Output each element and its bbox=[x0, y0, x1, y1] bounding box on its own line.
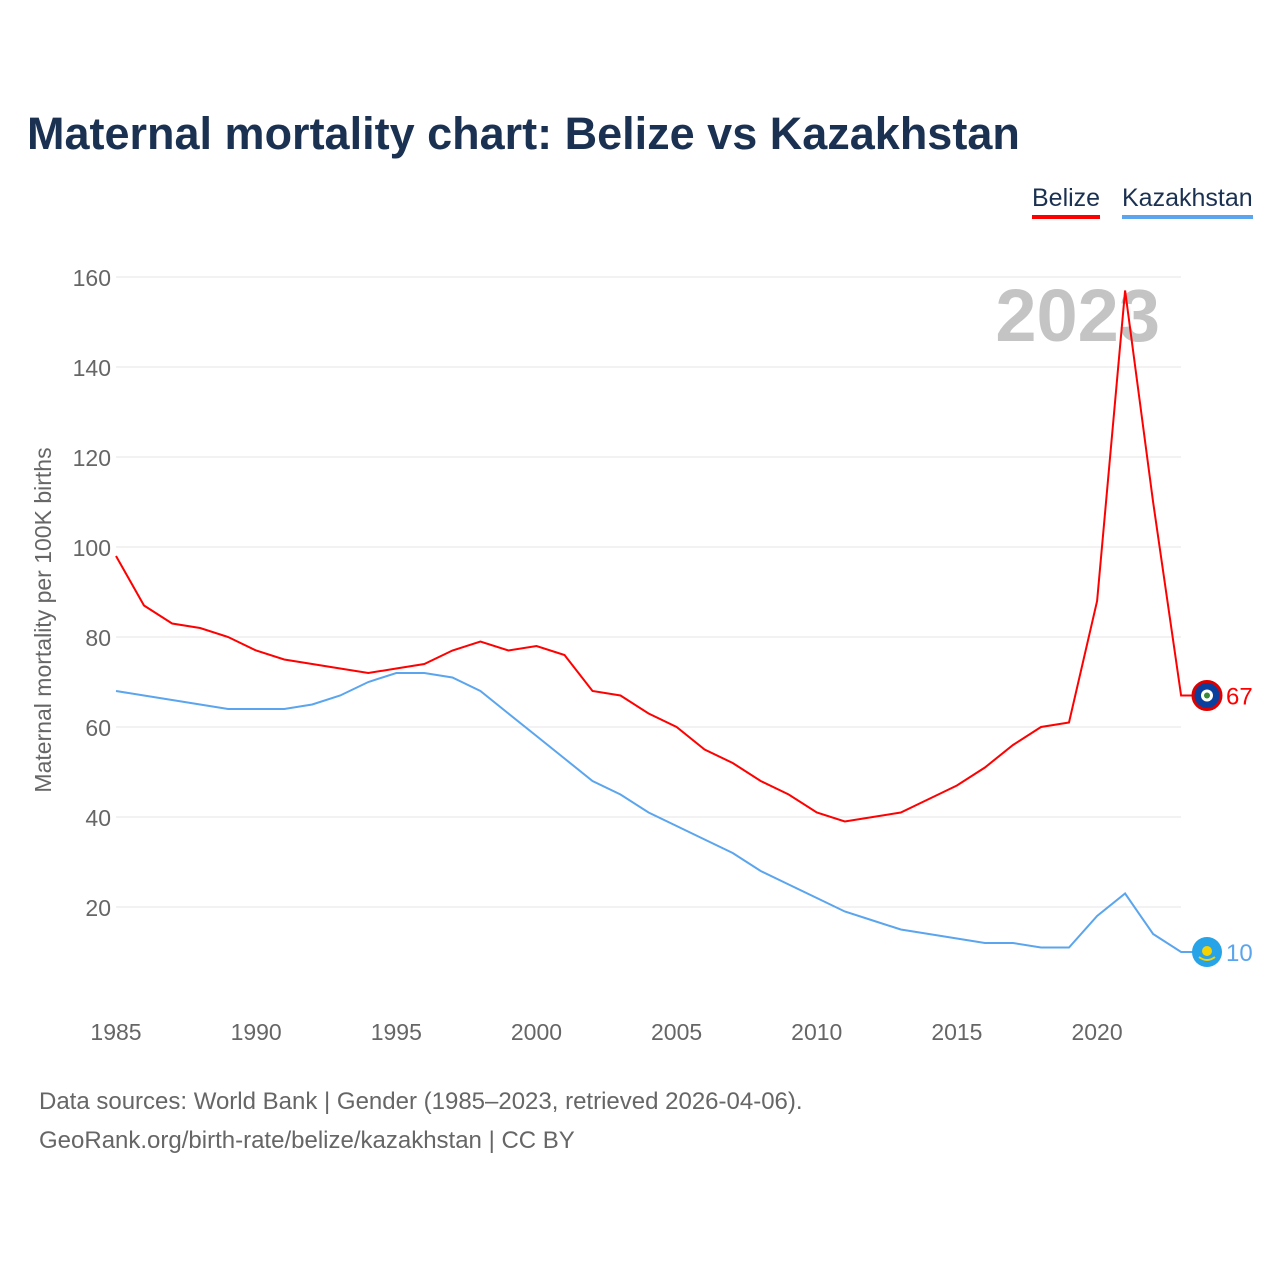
series-line-kazakhstan bbox=[115, 672, 1207, 953]
series-line-belize bbox=[115, 290, 1207, 823]
y-tick-label: 100 bbox=[73, 535, 111, 561]
x-tick-label: 2020 bbox=[1071, 1019, 1122, 1045]
footer-sources: Data sources: World Bank | Gender (1985–… bbox=[39, 1088, 803, 1115]
x-tick-label: 2005 bbox=[651, 1019, 702, 1045]
x-tick-label: 1985 bbox=[90, 1019, 141, 1045]
end-label-belize: 67 bbox=[1226, 684, 1253, 711]
y-tick-label: 20 bbox=[85, 895, 111, 921]
y-tick-label: 40 bbox=[85, 805, 111, 831]
belize-flag-emblem-center bbox=[1204, 692, 1210, 699]
x-tick-label: 1995 bbox=[371, 1019, 422, 1045]
end-label-kazakhstan: 10 bbox=[1226, 940, 1253, 967]
x-tick-label: 2010 bbox=[791, 1019, 842, 1045]
y-axis-label: Maternal mortality per 100K births bbox=[30, 447, 56, 792]
footer-credit: GeoRank.org/birth-rate/belize/kazakhstan… bbox=[39, 1127, 575, 1154]
kazakhstan-flag-sun bbox=[1202, 946, 1212, 956]
legend-belize[interactable]: Belize bbox=[1032, 184, 1101, 219]
y-tick-label: 80 bbox=[85, 625, 111, 651]
year-watermark: 2023 bbox=[995, 274, 1160, 357]
y-tick-label: 120 bbox=[73, 445, 111, 471]
x-tick-label: 1990 bbox=[231, 1019, 282, 1045]
y-tick-label: 160 bbox=[73, 265, 111, 291]
x-tick-label: 2000 bbox=[511, 1019, 562, 1045]
y-tick-label: 140 bbox=[73, 355, 111, 381]
x-tick-label: 2015 bbox=[931, 1019, 982, 1045]
kazakhstan-flag-eagle bbox=[1198, 956, 1216, 961]
legend-kazakhstan[interactable]: Kazakhstan bbox=[1122, 184, 1253, 219]
chart-title: Maternal mortality chart: Belize vs Kaza… bbox=[27, 108, 1020, 159]
y-tick-label: 60 bbox=[85, 715, 111, 741]
